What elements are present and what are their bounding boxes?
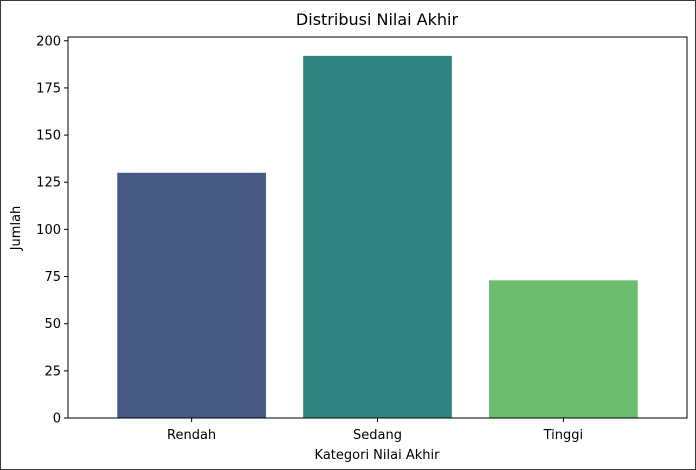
y-tick-label-100: 100 (36, 223, 61, 238)
bar-tinggi (489, 280, 638, 418)
x-axis: Rendah Sedang Tinggi (167, 418, 583, 443)
bar-sedang (303, 55, 452, 418)
x-tick-label-rendah: Rendah (167, 428, 216, 443)
y-tick-label-125: 125 (36, 176, 61, 191)
y-tick-label-75: 75 (44, 270, 61, 285)
y-axis: 0 25 50 75 100 125 150 175 200 (36, 34, 68, 427)
y-tick-label-25: 25 (44, 364, 61, 379)
chart-title: Distribusi Nilai Akhir (296, 10, 459, 29)
x-tick-label-sedang: Sedang (353, 428, 402, 443)
y-tick-label-150: 150 (36, 129, 61, 144)
y-tick-label-200: 200 (36, 34, 61, 49)
bars-layer (117, 55, 638, 418)
bar-rendah (117, 172, 266, 418)
y-tick-label-175: 175 (36, 81, 61, 96)
x-tick-label-tinggi: Tinggi (543, 428, 584, 443)
x-axis-label: Kategori Nilai Akhir (315, 448, 441, 463)
y-tick-label-50: 50 (44, 317, 61, 332)
y-tick-label-0: 0 (53, 412, 61, 427)
y-axis-label: Jumlah (9, 206, 24, 252)
plot-frame (67, 36, 688, 419)
